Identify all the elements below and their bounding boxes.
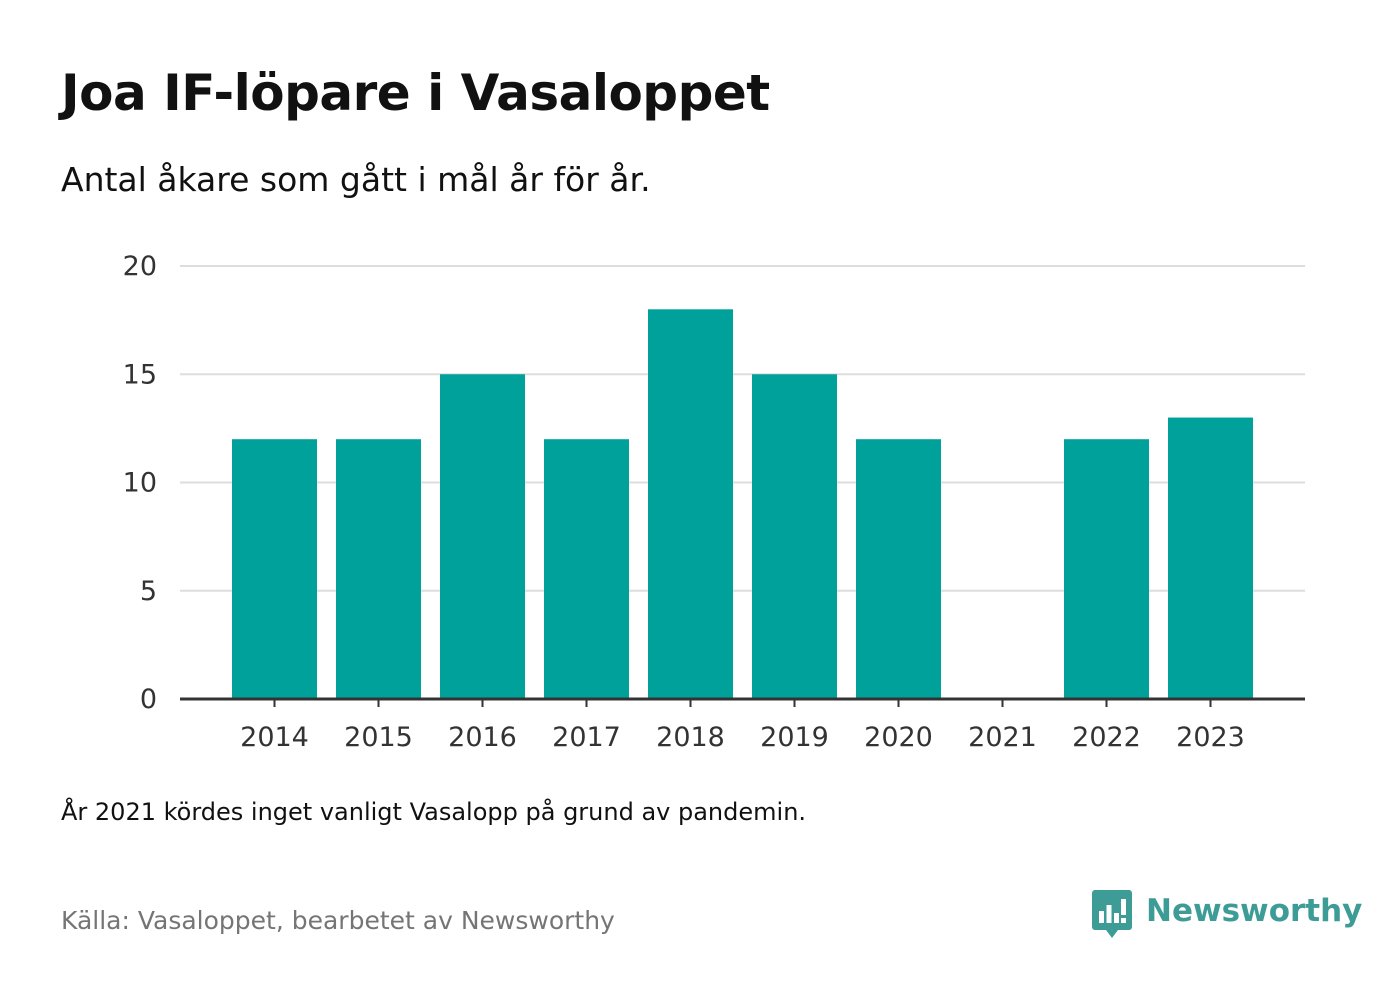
x-tick-label-2015: 2015: [344, 722, 413, 753]
bar-chart: 0 5 10 15 20 2014 2015 2016 2017 2018 2019 2020 2021…: [123, 251, 1305, 753]
chart-note: År 2021 kördes inget vanligt Vasalopp på…: [61, 798, 807, 826]
axes: 0 5 10 15 20 2014 2015 2016 2017 2018 2019 2020 2021…: [123, 251, 1305, 753]
bar-2020: [856, 439, 941, 699]
bar-2017: [544, 439, 629, 699]
bar-2016: [440, 374, 525, 699]
x-tick-label-2017: 2017: [552, 722, 621, 753]
chart-subtitle: Antal åkare som gått i mål år för år.: [61, 160, 651, 199]
chart-source: Källa: Vasaloppet, bearbetet av Newswort…: [61, 906, 615, 935]
brand-name: Newsworthy: [1146, 893, 1363, 929]
bar-2015: [336, 439, 421, 699]
bars: [232, 309, 1253, 699]
bar-2018: [648, 309, 733, 699]
y-tick-label: 5: [140, 576, 157, 607]
y-tick-label: 20: [123, 251, 157, 282]
chart-title: Joa IF-löpare i Vasaloppet: [61, 64, 770, 122]
y-tick-label: 0: [140, 684, 157, 715]
x-tick-label-2021: 2021: [968, 722, 1037, 753]
brand-logo: Newsworthy: [1092, 890, 1362, 940]
x-tick-label-2022: 2022: [1072, 722, 1141, 753]
bar-2022: [1064, 439, 1149, 699]
x-tick-label-2019: 2019: [760, 722, 829, 753]
bar-2019: [752, 374, 837, 699]
newsworthy-logo-icon: [1092, 890, 1132, 938]
x-tick-label-2023: 2023: [1176, 722, 1245, 753]
y-tick-label: 15: [123, 359, 157, 390]
x-tick-label-2014: 2014: [240, 722, 309, 753]
x-tick-label-2020: 2020: [864, 722, 933, 753]
x-tick-label-2016: 2016: [448, 722, 517, 753]
y-tick-label: 10: [123, 468, 157, 499]
bar-2023: [1168, 417, 1253, 699]
bar-2014: [232, 439, 317, 699]
x-tick-label-2018: 2018: [656, 722, 725, 753]
